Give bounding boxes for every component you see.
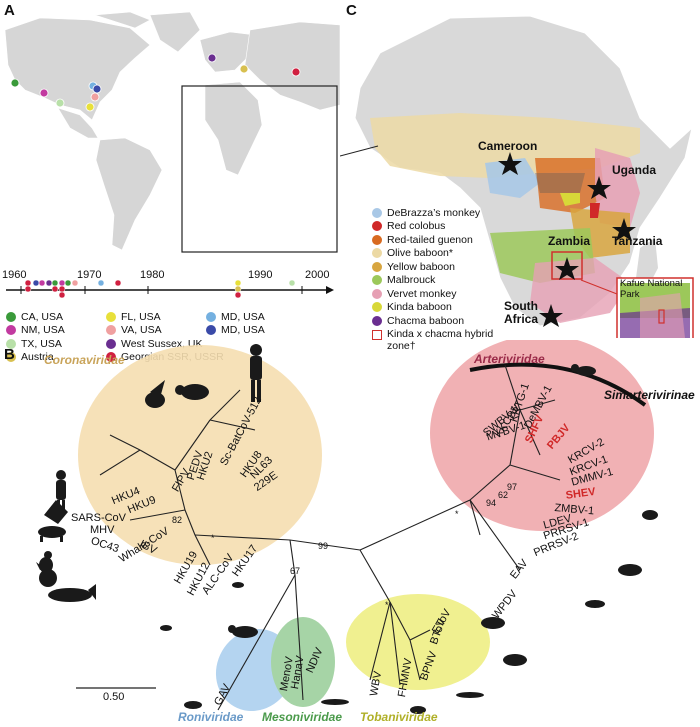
timeline-event-dot xyxy=(58,291,66,299)
support-value: 62 xyxy=(498,490,509,500)
legend-swatch xyxy=(372,234,382,245)
timeline-event-dot xyxy=(38,279,46,287)
support-value: 97 xyxy=(507,482,518,492)
legend-swatch xyxy=(372,288,382,299)
legend-item: Chacma baboon xyxy=(372,314,552,328)
family-mesoniviridae: Mesoniviridae xyxy=(262,710,343,724)
species-legend: DeBrazza’s monkey Red colobus Red-tailed… xyxy=(372,206,552,352)
africa-map xyxy=(340,15,694,338)
timeline-event-dot xyxy=(234,285,242,293)
timeline-event-dot xyxy=(97,279,105,287)
support-value: 82 xyxy=(172,515,183,525)
legend-swatch xyxy=(6,338,16,349)
legend-item: TX, USA xyxy=(6,337,106,351)
legend-swatch xyxy=(372,302,382,313)
legend-swatch xyxy=(372,221,382,232)
timeline-event-dot xyxy=(32,279,40,287)
timeline-event-dot xyxy=(58,285,66,293)
legend-item: VA, USA xyxy=(106,324,206,338)
legend-item: MD, USA xyxy=(206,324,336,338)
family-coronaviridae: Coronaviridae xyxy=(44,353,125,367)
taxon: SARS-CoV xyxy=(71,512,127,524)
panel-label-b: B xyxy=(4,346,15,363)
legend-swatch xyxy=(6,325,16,336)
legend-item: FL, USA xyxy=(106,310,206,324)
timeline-event-dot xyxy=(234,291,242,299)
tick-1970: 1970 xyxy=(77,269,102,281)
site-uganda: Uganda xyxy=(612,163,657,177)
legend-item: Yellow baboon xyxy=(372,260,552,274)
legend-swatch xyxy=(372,315,382,326)
site-tanzania: Tanzania xyxy=(612,234,663,248)
legend-swatch xyxy=(106,338,116,349)
tick-1990: 1990 xyxy=(248,269,273,281)
support-value: * xyxy=(385,600,389,610)
legend-swatch xyxy=(372,207,382,218)
family-arteriviridae: Arteriviridae xyxy=(474,352,545,366)
legend-swatch xyxy=(372,248,382,259)
legend-item: Austria xyxy=(6,351,106,365)
tick-2000: 2000 xyxy=(305,269,330,281)
timeline-event-dot xyxy=(51,285,59,293)
legend-swatch xyxy=(206,325,216,336)
timeline-event-dot xyxy=(45,279,53,287)
legend-item: Vervet monkey xyxy=(372,287,552,301)
legend-item: Malbrouck xyxy=(372,274,552,288)
legend-swatch xyxy=(106,325,116,336)
timeline-event-dot xyxy=(64,279,72,287)
timeline-event-dot xyxy=(114,279,122,287)
legend-item: Kinda baboon xyxy=(372,301,552,315)
legend-swatch xyxy=(6,311,16,322)
legend-swatch xyxy=(106,352,116,363)
support-value: 67 xyxy=(290,566,301,576)
timeline-event-dot xyxy=(51,279,59,287)
support-value: * xyxy=(211,533,215,543)
support-value: 94 xyxy=(486,498,497,508)
tick-1980: 1980 xyxy=(140,269,165,281)
legend-item: Red colobus xyxy=(372,220,552,234)
site-cameroon: Cameroon xyxy=(478,139,538,153)
legend-swatch xyxy=(106,311,116,322)
world-map xyxy=(4,11,340,253)
scale-bar-label: 0.50 xyxy=(103,691,125,703)
timeline-event-dot xyxy=(234,279,242,287)
legend-swatch xyxy=(372,275,382,286)
inset-label: Kafue National Park xyxy=(620,278,683,300)
support-value: 99 xyxy=(318,541,329,551)
legend-item: DeBrazza’s monkey xyxy=(372,206,552,220)
legend-swatch xyxy=(372,329,382,340)
site-zambia: Zambia xyxy=(548,234,591,248)
panel-label-a: A xyxy=(4,2,15,19)
legend-swatch xyxy=(6,352,16,363)
legend-item: MD, USA xyxy=(206,310,336,324)
outbreak-timeline xyxy=(6,279,334,299)
timeline-event-dot xyxy=(24,285,32,293)
timeline-event-dot xyxy=(71,279,79,287)
silhouette-icons xyxy=(36,344,658,714)
family-roniviridae: Roniviridae xyxy=(178,710,244,724)
legend-item: NM, USA xyxy=(6,324,106,338)
legend-item: Red-tailed guenon xyxy=(372,233,552,247)
panel-label-c: C xyxy=(346,2,357,19)
legend-item: Olive baboon* xyxy=(372,247,552,261)
support-value: * xyxy=(455,509,459,519)
family-tobaniviridae: Tobaniviridae xyxy=(360,710,438,724)
site-south-africa: South Africa xyxy=(504,299,539,326)
legend-swatch xyxy=(206,311,216,322)
subfamily-simarterivirinae: Simarterivirinae xyxy=(604,388,695,402)
legend-item: CA, USA xyxy=(6,310,106,324)
tick-1960: 1960 xyxy=(2,269,27,281)
legend-item: Kinda x chacma hybrid zone† xyxy=(372,328,552,352)
timeline-event-dot xyxy=(58,279,66,287)
legend-swatch xyxy=(372,261,382,272)
phylogenetic-tree xyxy=(36,340,658,714)
taxon: MHV xyxy=(90,524,115,536)
timeline-event-dot xyxy=(288,279,296,287)
